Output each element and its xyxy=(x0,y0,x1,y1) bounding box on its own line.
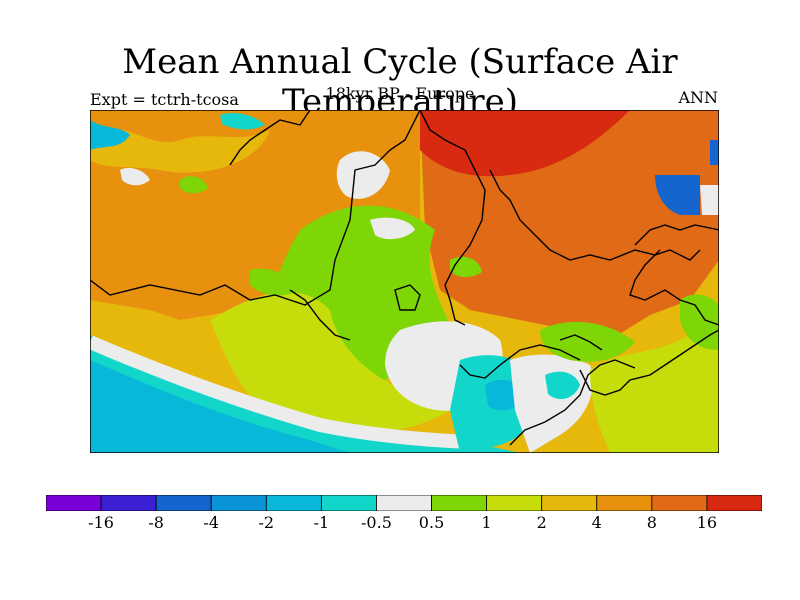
colorbar-swatch xyxy=(431,495,488,511)
colorbar-swatch xyxy=(596,495,653,511)
colorbar-swatch xyxy=(651,495,708,511)
colorbar-tick-label: 16 xyxy=(696,513,718,532)
colorbar-swatch xyxy=(486,495,543,511)
colorbar-tick-label: 0.5 xyxy=(418,513,445,532)
colorbar-swatch xyxy=(265,495,322,511)
colorbar-tick-label: 2 xyxy=(536,513,547,532)
colorbar-tick-label: -16 xyxy=(88,513,114,532)
colorbar-tick-label: -2 xyxy=(258,513,275,532)
colorbar-swatch xyxy=(320,495,377,511)
colorbar-tick-label: -8 xyxy=(148,513,164,532)
colorbar-tick-label: -0.5 xyxy=(361,513,392,532)
colorbar-labels: -16 -8 -4 -2 -1 -0.5 0.5 1 2 4 8 16 xyxy=(0,512,800,536)
colorbar-swatch xyxy=(541,495,598,511)
colorbar-swatch xyxy=(100,495,157,511)
chart-title: Mean Annual Cycle (Surface Air Temperatu… xyxy=(122,42,678,122)
colorbar-swatch xyxy=(376,495,432,511)
colorbar-swatch xyxy=(210,495,267,511)
colorbar-tick-label: -1 xyxy=(313,513,330,532)
colorbar-tick-label: -4 xyxy=(203,513,220,532)
colorbar-swatch xyxy=(155,495,212,511)
colorbar-swatch xyxy=(46,495,102,511)
colorbar-tick-label: 8 xyxy=(646,513,657,532)
colorbar xyxy=(46,495,762,511)
season-label: ANN xyxy=(678,88,718,107)
colorbar-swatch xyxy=(706,495,762,511)
colorbar-tick-label: 4 xyxy=(591,513,602,532)
experiment-label: Expt = tctrh-tcosa xyxy=(90,90,239,109)
colorbar-tick-label: 1 xyxy=(481,513,492,532)
chart-subtitle: 18kyr BP - Europe xyxy=(325,84,475,103)
temperature-map xyxy=(90,110,719,453)
